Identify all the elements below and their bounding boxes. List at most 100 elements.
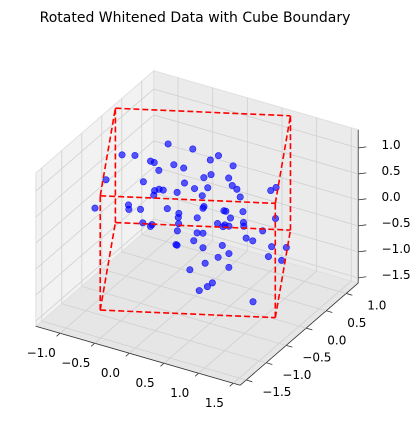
point bbox=[239, 208, 247, 216]
grid-line bbox=[81, 286, 287, 346]
point bbox=[190, 237, 198, 245]
point bbox=[201, 259, 209, 267]
point bbox=[193, 214, 201, 222]
grid-line bbox=[35, 114, 155, 218]
point bbox=[102, 176, 110, 184]
point bbox=[207, 171, 215, 179]
point bbox=[206, 156, 214, 164]
tick-mark bbox=[358, 224, 367, 227]
point bbox=[204, 184, 212, 192]
cube-edge bbox=[115, 107, 291, 117]
point bbox=[180, 164, 188, 172]
point bbox=[199, 244, 207, 252]
point bbox=[173, 227, 181, 235]
point bbox=[139, 178, 147, 186]
tick-mark bbox=[358, 276, 367, 279]
point bbox=[155, 166, 163, 174]
cube-edge bbox=[115, 221, 291, 231]
tick-mark bbox=[286, 345, 293, 348]
z-tick-label: 0.0 bbox=[382, 190, 401, 204]
point bbox=[91, 204, 99, 212]
point bbox=[208, 279, 216, 287]
y-tick-label: −1.0 bbox=[282, 368, 311, 382]
grid-line bbox=[61, 303, 267, 364]
y-tick-label: 0.5 bbox=[347, 316, 366, 330]
tick-mark bbox=[56, 332, 61, 337]
cube-edge bbox=[100, 194, 276, 205]
grid-line bbox=[163, 260, 283, 364]
point bbox=[228, 182, 236, 190]
grid-line bbox=[153, 140, 359, 201]
point bbox=[193, 229, 201, 237]
point bbox=[147, 157, 155, 165]
tick-mark bbox=[160, 362, 165, 367]
point bbox=[233, 185, 241, 193]
tick-mark bbox=[90, 342, 95, 347]
point bbox=[163, 205, 171, 213]
point bbox=[236, 193, 244, 201]
grid-line bbox=[153, 192, 359, 253]
tick-mark bbox=[358, 250, 367, 253]
point bbox=[125, 205, 133, 213]
cube-edge bbox=[99, 222, 117, 311]
point bbox=[199, 229, 207, 237]
cube-edge bbox=[99, 108, 117, 196]
point bbox=[189, 145, 197, 153]
grid-line bbox=[35, 88, 155, 192]
point bbox=[242, 234, 250, 242]
grid-line bbox=[121, 251, 327, 312]
point bbox=[164, 140, 172, 148]
point bbox=[225, 250, 233, 258]
tick-mark bbox=[194, 372, 199, 377]
point bbox=[198, 192, 206, 200]
point bbox=[173, 188, 181, 196]
grid-line bbox=[94, 240, 213, 344]
cube-edge bbox=[274, 229, 292, 318]
chart-title: Rotated Whitened Data with Cube Boundary bbox=[40, 10, 351, 26]
point bbox=[186, 266, 194, 274]
point bbox=[191, 185, 199, 193]
point bbox=[267, 186, 275, 194]
y-tick-label: 0.0 bbox=[327, 333, 346, 347]
x-tick-label: 0.5 bbox=[136, 376, 155, 390]
point bbox=[249, 237, 257, 245]
point bbox=[268, 243, 276, 251]
point bbox=[225, 263, 233, 271]
point bbox=[226, 214, 234, 222]
cube-edge bbox=[100, 309, 276, 319]
point bbox=[214, 253, 222, 261]
grid-line bbox=[233, 280, 352, 384]
point bbox=[264, 253, 272, 261]
tick-mark bbox=[246, 379, 253, 383]
point bbox=[139, 219, 147, 227]
point bbox=[118, 151, 126, 159]
y-tick-label: 1.0 bbox=[367, 299, 386, 313]
grid-line bbox=[153, 166, 359, 227]
x-tick-label: 1.5 bbox=[205, 396, 224, 410]
y-tick-label: −1.5 bbox=[262, 385, 291, 399]
point bbox=[218, 241, 226, 249]
point bbox=[249, 298, 257, 306]
point bbox=[150, 191, 158, 199]
point bbox=[131, 151, 139, 159]
point bbox=[199, 204, 207, 212]
y-axis-line bbox=[239, 282, 359, 386]
tick-mark bbox=[346, 293, 353, 296]
point bbox=[200, 174, 208, 182]
point bbox=[174, 214, 182, 222]
point bbox=[155, 185, 163, 193]
grid-line bbox=[153, 218, 359, 279]
grid-line bbox=[153, 114, 359, 175]
point bbox=[225, 222, 233, 230]
tick-mark bbox=[326, 310, 333, 313]
tick-mark bbox=[125, 352, 130, 357]
grid-line bbox=[35, 166, 155, 270]
grid-line bbox=[41, 320, 247, 381]
z-tick-label: 1.0 bbox=[382, 138, 401, 152]
grid-line bbox=[198, 270, 317, 374]
grid-line bbox=[35, 218, 155, 322]
tick-mark bbox=[229, 382, 234, 387]
point bbox=[225, 174, 233, 182]
x-tick-label: −1.0 bbox=[27, 346, 56, 360]
y-tick-label: −0.5 bbox=[302, 351, 331, 365]
